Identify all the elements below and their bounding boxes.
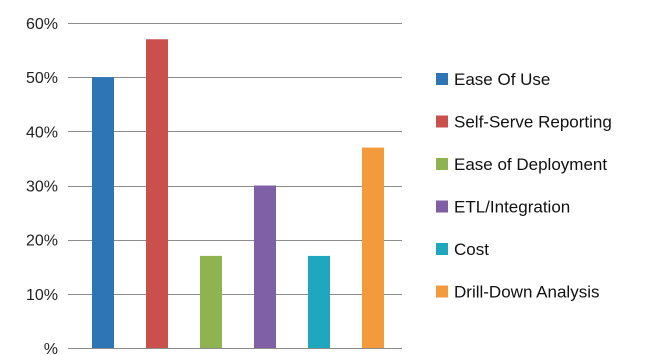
bar-self-serve-reporting — [146, 39, 168, 348]
y-tick-label: % — [44, 341, 58, 355]
legend-swatch-etl-integration — [436, 200, 448, 213]
legend-swatch-ease-of-use — [436, 73, 448, 85]
legend-label-ease-of-deployment: Ease of Deployment — [454, 155, 607, 174]
y-tick-label: 10% — [26, 287, 58, 304]
legend-label-ease-of-use: Ease Of Use — [454, 70, 550, 89]
bar-drill-down-analysis — [362, 147, 384, 348]
bars — [92, 39, 384, 349]
legend-label-self-serve-reporting: Self-Serve Reporting — [454, 113, 612, 132]
legend-swatch-drill-down-analysis — [436, 285, 448, 298]
legend-swatch-cost — [436, 243, 448, 255]
legend-label-cost: Cost — [454, 240, 489, 259]
legend-label-drill-down-analysis: Drill-Down Analysis — [454, 283, 599, 302]
bar-etl-integration — [254, 185, 276, 348]
grid-lines — [68, 23, 402, 349]
bar-cost — [308, 255, 330, 348]
bar-ease-of-deployment — [200, 255, 222, 348]
y-axis-tick-labels: % 10% 20% 30% 40% 50% 60% — [26, 16, 58, 355]
y-tick-label: 60% — [26, 16, 58, 33]
y-tick-label: 50% — [26, 70, 58, 87]
bar-ease-of-use — [92, 77, 114, 349]
legend-swatch-self-serve-reporting — [436, 115, 448, 128]
legend-swatch-ease-of-deployment — [436, 158, 448, 170]
legend-label-etl-integration: ETL/Integration — [454, 198, 570, 217]
y-tick-label: 30% — [26, 179, 58, 196]
y-tick-label: 20% — [26, 233, 58, 250]
y-tick-label: 40% — [26, 124, 58, 141]
legend: Ease Of Use Self-Serve Reporting Ease of… — [436, 70, 612, 302]
